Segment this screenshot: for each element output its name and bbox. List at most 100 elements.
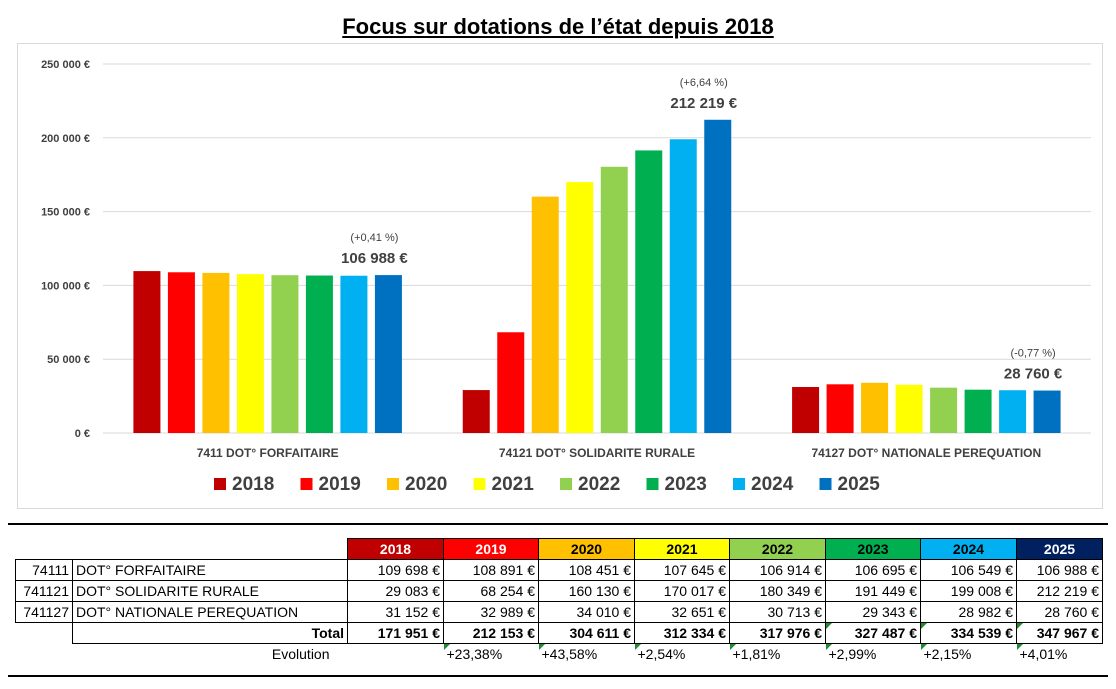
- percent-annotation: (+0,41 %): [350, 232, 398, 244]
- year-header: 2018: [347, 538, 444, 560]
- total-cell: 171 951 €: [347, 622, 444, 644]
- bar-2019: [497, 332, 525, 433]
- value-cell: 109 698 €: [347, 559, 444, 581]
- table-top-rule: [8, 523, 1108, 525]
- table-header-row: 2018 2019 2020 2021 2022 2023 2024 2025: [16, 538, 1103, 560]
- evolution-row: Evolution +23,38% +43,58% +2,54% +1,81% +2,99…: [16, 643, 1103, 665]
- evolution-cell: +4,01%: [1016, 643, 1103, 665]
- bar-2018: [462, 390, 490, 433]
- year-header: 2021: [634, 538, 730, 560]
- legend-swatch: [214, 478, 226, 490]
- legend-label: 2022: [578, 474, 620, 495]
- evolution-blank: [16, 644, 73, 665]
- bar-2020: [531, 196, 559, 433]
- bar-2025: [704, 119, 732, 433]
- bar-2021: [566, 182, 594, 433]
- value-annotation: 212 219 €: [670, 95, 737, 112]
- value-cell: 170 017 €: [634, 580, 730, 602]
- value-cell: 160 130 €: [538, 580, 635, 602]
- value-cell: 31 152 €: [347, 601, 444, 623]
- percent-annotation: (+6,64 %): [680, 77, 728, 89]
- bar-2022: [930, 387, 958, 433]
- bar-2021: [236, 274, 264, 433]
- value-annotation: 106 988 €: [341, 250, 408, 267]
- y-tick-label: 50 000 €: [47, 354, 90, 366]
- bar-2019: [167, 272, 195, 433]
- legend-swatch: [560, 478, 572, 490]
- bar-2021: [895, 384, 923, 433]
- evolution-cell: +23,38%: [443, 643, 539, 665]
- value-cell: 30 713 €: [729, 601, 826, 623]
- page-title: Focus sur dotations de l’état depuis 201…: [0, 14, 1116, 40]
- table-row: 741127 DOT° NATIONALE PEREQUATION 31 152 €…: [15, 601, 1103, 623]
- row-code: 74111: [15, 559, 73, 581]
- legend-label: 2019: [319, 474, 361, 495]
- bar-2018: [792, 387, 820, 433]
- table-bottom-rule: [8, 675, 1108, 677]
- year-header: 2024: [920, 538, 1017, 560]
- total-cell: 347 967 €: [1016, 622, 1103, 644]
- x-category-label: 74127 DOT° NATIONALE PEREQUATION: [811, 446, 1041, 460]
- y-tick-label: 150 000 €: [41, 207, 90, 219]
- chart-frame: 0 € 50 000 € 100 000 € 150 000 € 200 000 € 25…: [17, 43, 1103, 509]
- value-cell: 28 982 €: [920, 601, 1017, 623]
- table-row: 74111 DOT° FORFAITAIRE 109 698 €108 891 €1…: [15, 559, 1103, 581]
- value-cell: 107 645 €: [634, 559, 730, 581]
- value-cell: 106 695 €: [825, 559, 921, 581]
- total-cell: 212 153 €: [443, 622, 539, 644]
- bar-2020: [202, 272, 230, 433]
- value-cell: 108 451 €: [538, 559, 635, 581]
- evolution-cell: +2,15%: [920, 643, 1017, 665]
- bar-2019: [826, 384, 854, 433]
- total-cell: 317 976 €: [729, 622, 826, 644]
- bar-2022: [600, 166, 628, 433]
- percent-annotation: (-0,77 %): [1010, 348, 1055, 360]
- bar-2020: [861, 382, 889, 433]
- total-cell: 312 334 €: [634, 622, 730, 644]
- legend-label: 2021: [492, 474, 535, 495]
- bar-2024: [999, 390, 1027, 433]
- value-cell: 28 760 €: [1016, 601, 1103, 623]
- year-header: 2020: [538, 538, 635, 560]
- year-header: 2023: [825, 538, 921, 560]
- bar-chart: 0 € 50 000 € 100 000 € 150 000 € 200 000 € 25…: [41, 59, 1091, 495]
- total-label: Total: [72, 622, 348, 644]
- evolution-label: Evolution: [271, 646, 330, 662]
- bar-2024: [340, 275, 368, 433]
- y-tick-label: 100 000 €: [41, 280, 90, 292]
- year-header: 2025: [1016, 538, 1103, 560]
- year-header: 2022: [729, 538, 826, 560]
- bar-2022: [271, 275, 299, 433]
- header-blank: [73, 539, 348, 560]
- y-tick-label: 0 €: [75, 428, 90, 440]
- legend-swatch: [387, 478, 399, 490]
- legend-label: 2025: [838, 474, 881, 495]
- value-cell: 106 549 €: [920, 559, 1017, 581]
- legend-swatch: [300, 478, 313, 490]
- legend-swatch: [473, 478, 486, 490]
- header-blank: [16, 539, 73, 560]
- table-body: 74111 DOT° FORFAITAIRE 109 698 €108 891 €1…: [15, 559, 1103, 665]
- value-cell: 32 651 €: [634, 601, 730, 623]
- bar-2023: [305, 275, 333, 433]
- evolution-cell: [348, 644, 444, 665]
- bar-2023: [964, 389, 992, 433]
- value-cell: 29 083 €: [347, 580, 444, 602]
- table-row: 741121 DOT° SOLIDARITE RURALE 29 083 €68 2…: [15, 580, 1103, 602]
- y-tick-label: 200 000 €: [41, 133, 90, 145]
- value-cell: 199 008 €: [920, 580, 1017, 602]
- legend-label: 2023: [665, 474, 707, 495]
- year-header: 2019: [443, 538, 539, 560]
- legend-label: 2020: [405, 474, 447, 495]
- total-blank: [16, 623, 73, 644]
- value-cell: 106 988 €: [1016, 559, 1103, 581]
- row-code: 741127: [15, 601, 73, 623]
- value-cell: 191 449 €: [825, 580, 921, 602]
- bar-2024: [669, 139, 697, 433]
- bar-2025: [374, 275, 402, 433]
- total-cell: 334 539 €: [920, 622, 1017, 644]
- row-label: DOT° SOLIDARITE RURALE: [72, 580, 348, 602]
- value-annotation: 28 760 €: [1004, 366, 1063, 383]
- value-cell: 29 343 €: [825, 601, 921, 623]
- evolution-cell: +2,99%: [825, 643, 921, 665]
